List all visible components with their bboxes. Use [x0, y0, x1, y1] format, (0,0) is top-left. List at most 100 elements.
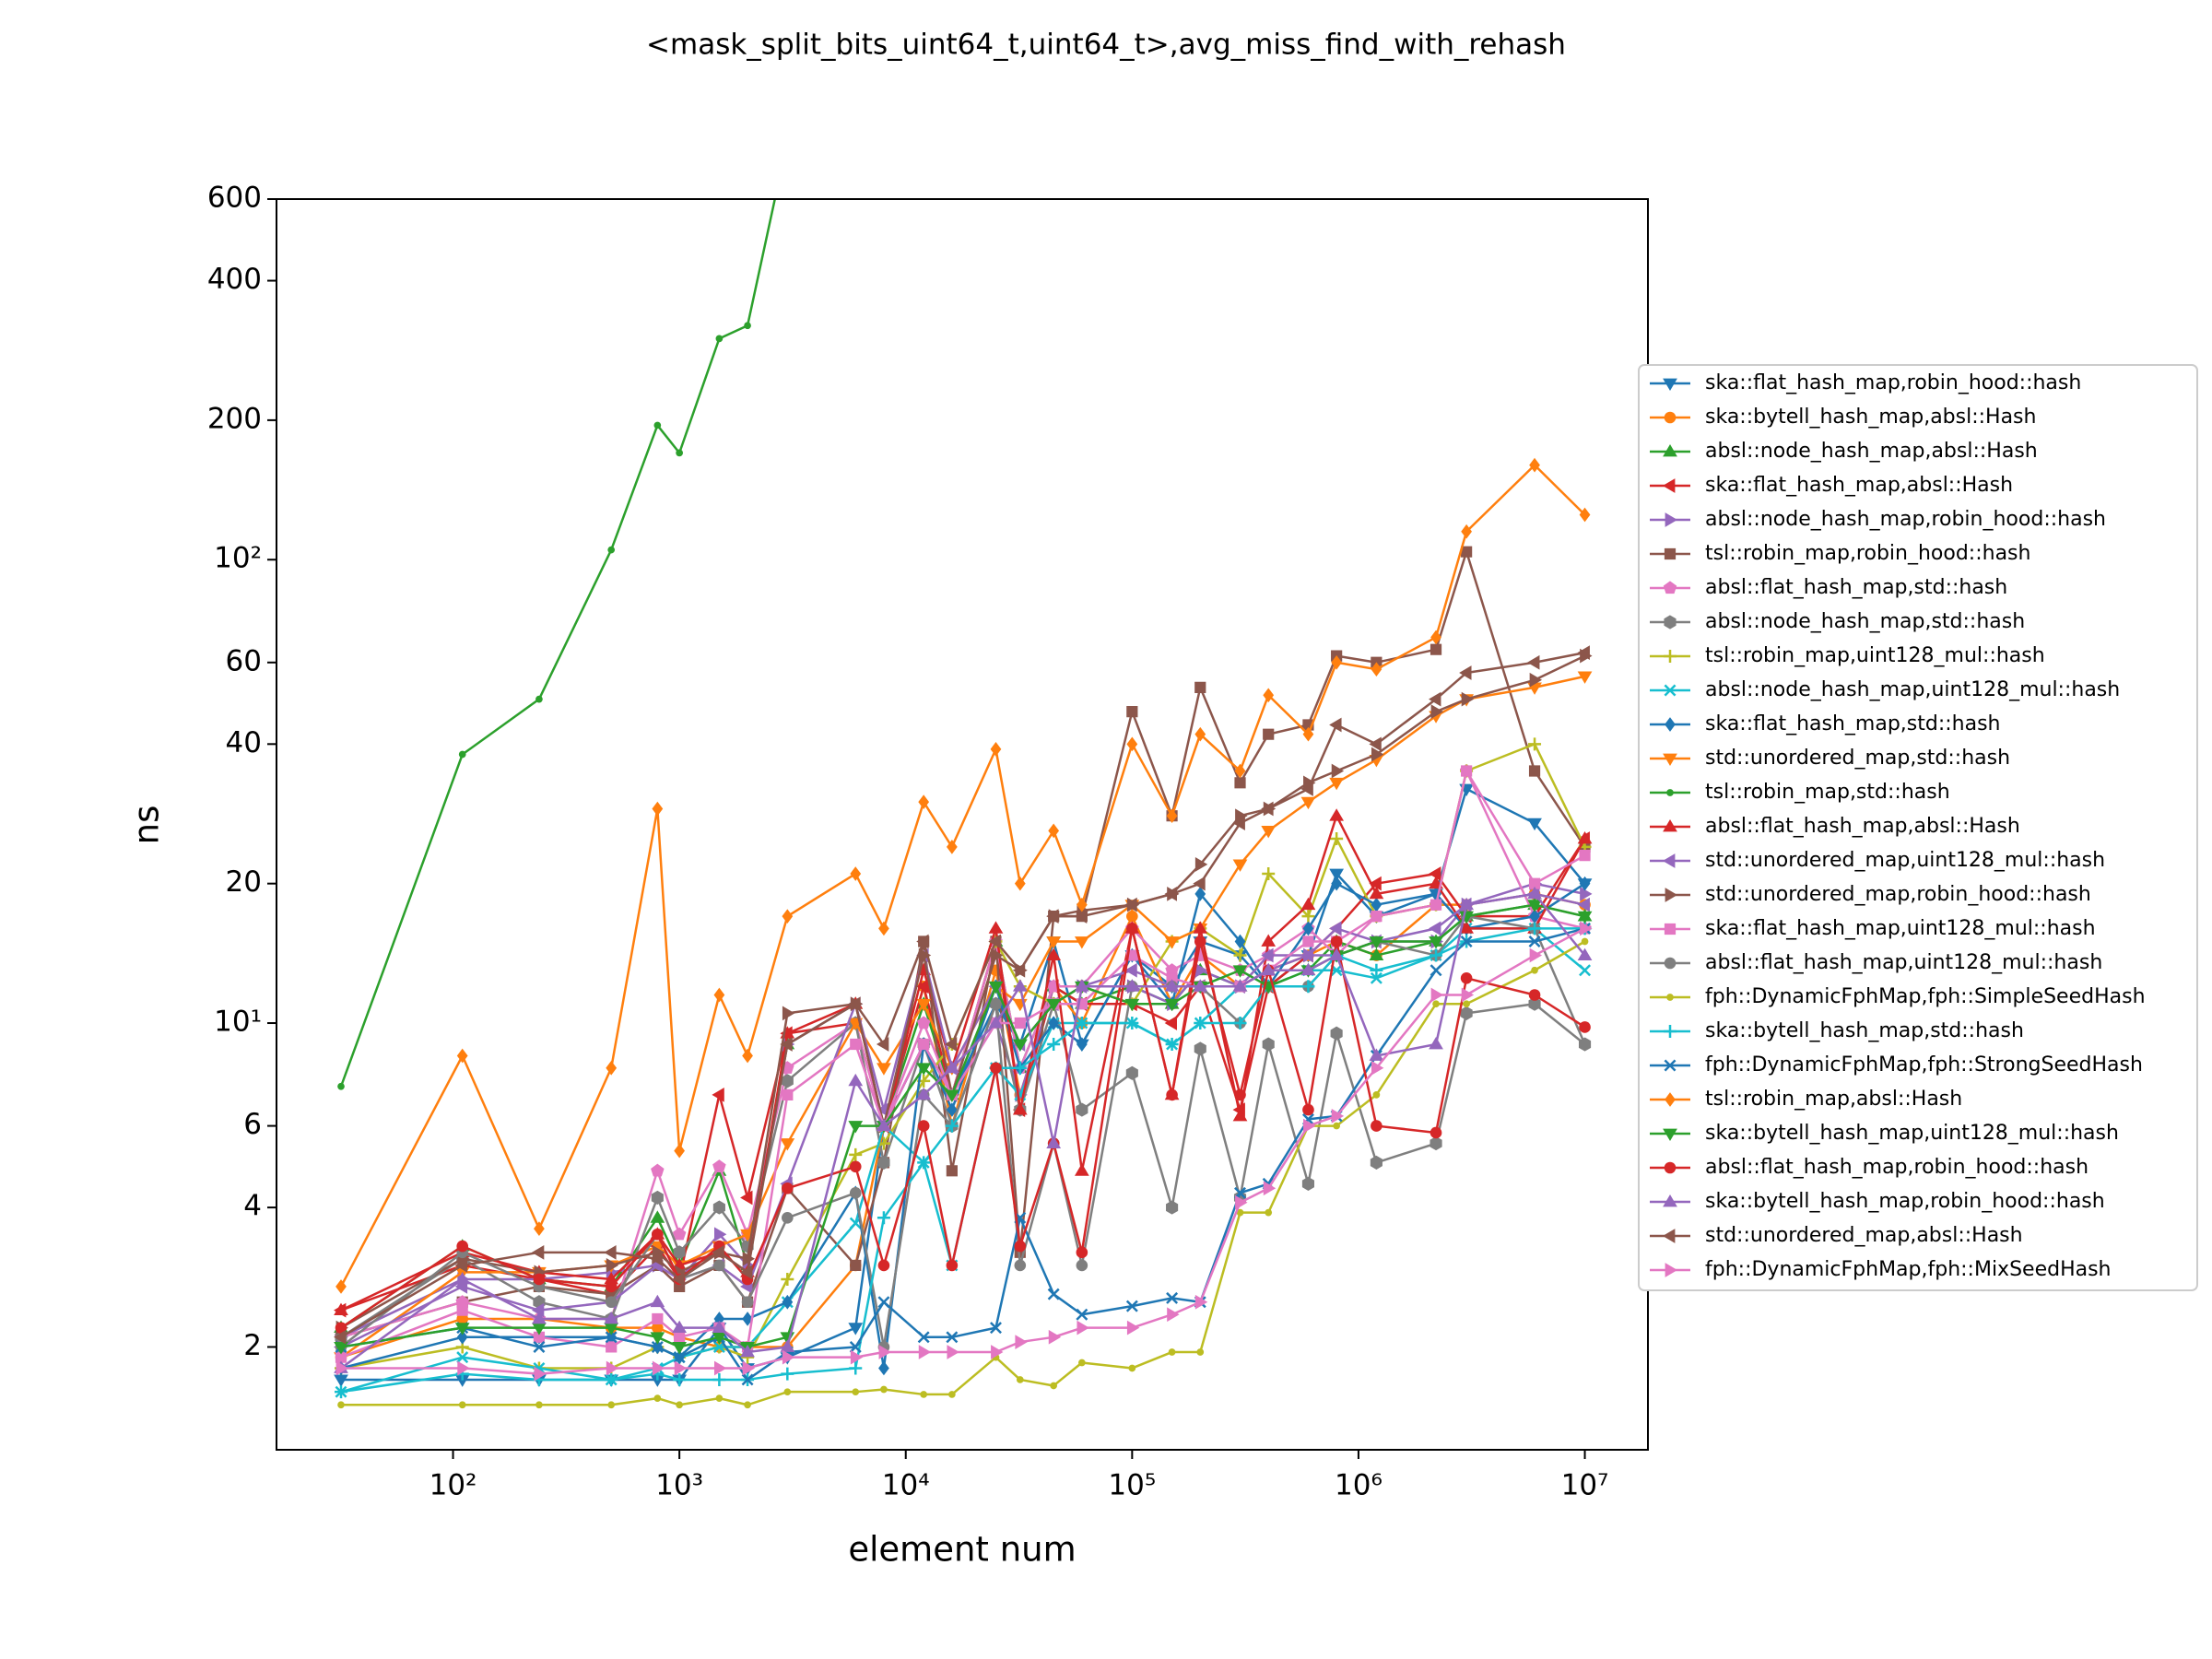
marker: [1577, 911, 1593, 924]
marker: [1370, 971, 1382, 984]
marker: [1461, 987, 1475, 1003]
marker: [946, 840, 958, 854]
marker: [456, 1240, 469, 1253]
marker: [712, 1088, 724, 1102]
marker: [920, 1391, 928, 1398]
marker: [877, 1063, 891, 1076]
y-tick-label: 20: [226, 865, 262, 899]
marker: [456, 1048, 468, 1064]
marker: [1663, 581, 1677, 594]
marker: [1193, 979, 1208, 992]
marker: [1164, 998, 1180, 1012]
marker: [1329, 921, 1342, 936]
marker: [1579, 964, 1592, 977]
legend-label: ska::flat_hash_map,absl::Hash: [1705, 474, 2013, 497]
marker: [1580, 886, 1593, 901]
marker: [652, 1228, 664, 1241]
marker: [1429, 1037, 1443, 1050]
y-tick-label: 4: [243, 1190, 262, 1223]
legend: [1638, 364, 2198, 1291]
marker: [1663, 378, 1677, 391]
marker: [1194, 1294, 1208, 1310]
marker: [458, 750, 466, 759]
marker: [1429, 866, 1441, 881]
marker: [334, 1302, 348, 1316]
marker: [1429, 876, 1443, 889]
marker: [1666, 994, 1674, 1001]
marker: [1430, 1126, 1442, 1139]
marker: [1014, 1259, 1027, 1272]
marker: [877, 1259, 890, 1272]
marker: [1665, 512, 1677, 527]
marker: [1333, 1122, 1340, 1130]
marker: [1301, 1176, 1315, 1191]
x-axis-label: element num: [848, 1530, 1076, 1570]
legend-label: ska::flat_hash_map,robin_hood::hash: [1705, 371, 2081, 394]
marker: [781, 1367, 794, 1381]
marker: [676, 1401, 683, 1409]
marker: [1047, 1038, 1061, 1052]
marker: [1664, 1025, 1677, 1038]
legend-label: absl::flat_hash_map,std::hash: [1705, 576, 2007, 599]
marker: [651, 1190, 664, 1206]
plot-area: [334, 199, 1593, 1409]
marker: [1014, 1240, 1027, 1253]
marker: [533, 1340, 546, 1353]
marker: [1664, 1161, 1677, 1174]
marker: [1371, 911, 1382, 923]
marker: [1050, 1382, 1058, 1390]
marker: [1664, 957, 1677, 970]
marker: [1663, 853, 1676, 868]
marker: [948, 1391, 956, 1398]
marker: [1459, 665, 1472, 680]
marker: [944, 1089, 959, 1102]
marker: [1330, 1026, 1343, 1041]
marker: [1463, 1000, 1470, 1008]
marker: [1302, 726, 1314, 742]
legend-label: tsl::robin_map,absl::Hash: [1705, 1088, 1962, 1111]
marker: [607, 546, 616, 554]
marker: [1126, 1320, 1140, 1335]
marker: [1194, 856, 1208, 872]
marker: [1460, 972, 1473, 984]
marker: [1664, 1059, 1677, 1072]
marker: [535, 1401, 543, 1409]
marker: [1459, 921, 1474, 934]
marker: [1232, 979, 1248, 992]
marker: [1016, 1376, 1024, 1383]
marker: [741, 1373, 754, 1386]
marker: [990, 997, 1002, 1010]
marker: [1234, 1088, 1246, 1101]
marker: [1234, 763, 1246, 779]
marker: [1012, 962, 1026, 978]
marker: [1460, 935, 1473, 947]
marker: [337, 1082, 345, 1090]
marker: [918, 1345, 932, 1359]
marker: [651, 1340, 664, 1353]
legend-label: absl::flat_hash_map,absl::Hash: [1705, 815, 2020, 838]
marker: [650, 1332, 665, 1345]
marker: [1577, 897, 1590, 912]
marker: [651, 1163, 665, 1177]
marker: [606, 1258, 619, 1273]
legend-label: absl::node_hash_map,robin_hood::hash: [1705, 508, 2106, 531]
marker: [1430, 948, 1443, 962]
marker: [1262, 1037, 1275, 1052]
marker: [781, 1272, 794, 1286]
marker: [606, 1360, 619, 1376]
marker: [1370, 1155, 1382, 1170]
marker: [673, 1351, 686, 1364]
marker: [782, 1182, 794, 1194]
marker: [1233, 948, 1247, 962]
marker: [604, 1311, 619, 1324]
marker: [780, 1037, 793, 1052]
legend-label: tsl::robin_map,std::hash: [1705, 781, 1950, 804]
marker: [783, 1388, 792, 1396]
marker: [877, 1118, 891, 1131]
marker: [1126, 736, 1138, 752]
marker: [1329, 717, 1342, 733]
marker: [1194, 681, 1206, 693]
marker: [1528, 765, 1541, 777]
marker: [880, 1385, 888, 1394]
